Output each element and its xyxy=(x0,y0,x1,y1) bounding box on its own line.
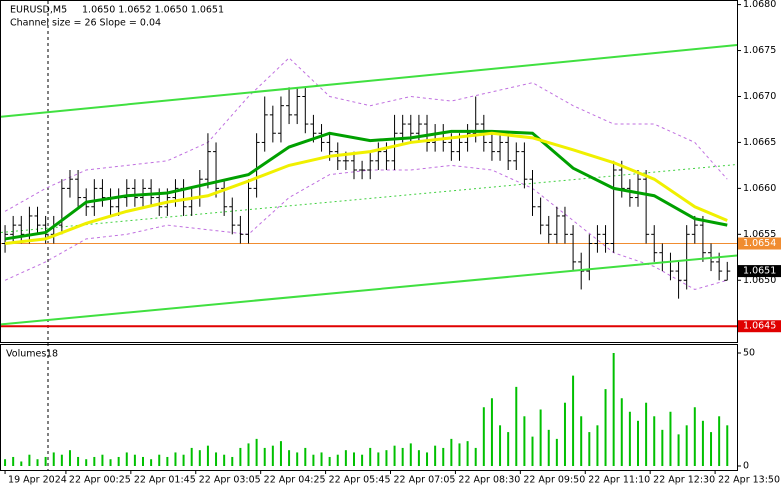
x-tick-label: 19 Apr 2024 xyxy=(8,475,67,486)
x-tick-label: 22 Apr 00:25 xyxy=(69,475,131,486)
price-tag xyxy=(738,265,781,278)
y-tick-label: 1.0665 xyxy=(743,137,776,148)
volume-tick-label: 50 xyxy=(743,348,755,359)
y-tick-label: 1.0655 xyxy=(743,229,776,240)
indicator-line xyxy=(0,44,738,118)
x-tick-label: 22 Apr 08:30 xyxy=(458,475,520,486)
x-tick-label: 22 Apr 03:05 xyxy=(199,475,261,486)
indicator-line xyxy=(0,163,738,233)
indicator-line xyxy=(4,131,728,246)
price-tag xyxy=(738,237,781,250)
channel-info: Channel size = 26 Slope = 0.04 xyxy=(10,18,161,29)
symbol: EURUSD,M5 xyxy=(10,5,67,16)
indicator-line xyxy=(0,254,738,326)
y-tick-label: 1.0660 xyxy=(743,183,776,194)
x-tick-label: 22 Apr 04:25 xyxy=(264,475,326,486)
x-tick-label: 22 Apr 13:50 xyxy=(718,475,780,486)
x-tick-label: 22 Apr 09:50 xyxy=(523,475,585,486)
indicator-line xyxy=(4,57,728,212)
y-tick-label: 1.0670 xyxy=(743,91,776,102)
y-tick-label: 1.0650 xyxy=(743,275,776,286)
marks xyxy=(0,44,738,466)
x-tick-label: 22 Apr 05:45 xyxy=(329,475,391,486)
x-tick-label: 22 Apr 01:45 xyxy=(134,475,196,486)
quote: 1.0650 1.0652 1.0650 1.0651 xyxy=(82,5,224,16)
volume-title: Volumes xyxy=(6,349,46,360)
price-panel xyxy=(0,0,738,343)
indicator-line xyxy=(4,129,728,241)
x-tick-label: 22 Apr 12:30 xyxy=(653,475,715,486)
volume-tick-label: 0 xyxy=(743,461,749,472)
y-tick-label: 1.0675 xyxy=(743,45,776,56)
x-tick-label: 22 Apr 07:05 xyxy=(394,475,456,486)
volume-panel xyxy=(0,344,738,471)
x-tick-label: 22 Apr 11:10 xyxy=(588,475,650,486)
price-tag-label: 1.0645 xyxy=(743,321,776,332)
price-tag-label: 1.0654 xyxy=(743,238,776,249)
price-tag xyxy=(738,320,781,333)
y-tick-label: 1.0680 xyxy=(743,0,776,10)
price-tag-label: 1.0651 xyxy=(743,266,776,277)
volume-last: 18 xyxy=(46,349,58,360)
